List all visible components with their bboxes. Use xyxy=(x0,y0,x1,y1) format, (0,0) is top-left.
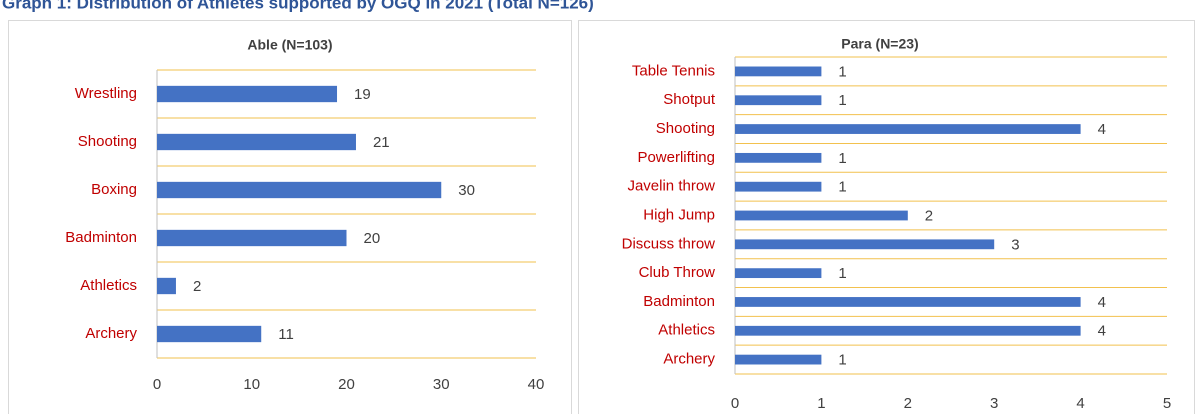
data-label: 20 xyxy=(364,230,381,247)
data-label: 2 xyxy=(193,278,201,295)
y-tick-label: Discuss throw xyxy=(622,235,716,252)
data-label: 1 xyxy=(838,150,846,167)
bar xyxy=(157,181,442,199)
bar xyxy=(735,297,1081,307)
y-tick-label: Wrestling xyxy=(75,85,137,102)
bar xyxy=(735,95,822,106)
y-tick-label: Javelin throw xyxy=(627,178,715,195)
chart-title: Able (N=103) xyxy=(247,37,332,53)
x-tick-label: 3 xyxy=(990,395,998,412)
chart-frame xyxy=(8,20,572,414)
data-label: 4 xyxy=(1098,121,1106,138)
y-tick-label: Archery xyxy=(663,351,715,368)
bar xyxy=(735,152,822,163)
data-label: 1 xyxy=(838,352,846,369)
data-label: 30 xyxy=(458,182,475,199)
bar xyxy=(157,85,338,103)
y-tick-label: Badminton xyxy=(643,293,715,310)
y-tick-label: Archery xyxy=(85,325,137,342)
y-tick-label: Badminton xyxy=(65,229,137,246)
data-label: 1 xyxy=(838,265,846,282)
x-tick-label: 0 xyxy=(153,376,161,393)
data-label: 4 xyxy=(1098,323,1106,340)
data-label: 1 xyxy=(838,63,846,80)
x-tick-label: 40 xyxy=(528,376,545,393)
x-tick-label: 0 xyxy=(731,395,739,412)
bar xyxy=(157,133,356,151)
y-tick-label: Shooting xyxy=(78,133,137,150)
x-tick-label: 2 xyxy=(904,395,912,412)
bar xyxy=(735,66,822,77)
y-tick-label: Shooting xyxy=(656,120,715,137)
data-label: 4 xyxy=(1098,294,1106,311)
data-label: 1 xyxy=(838,92,846,109)
bar xyxy=(157,325,262,343)
x-tick-label: 5 xyxy=(1163,395,1171,412)
y-tick-label: Athletics xyxy=(658,322,715,339)
y-tick-label: Club Throw xyxy=(639,264,716,281)
bar xyxy=(735,354,822,365)
bar xyxy=(735,239,995,250)
bar xyxy=(735,325,1081,336)
data-label: 19 xyxy=(354,86,371,103)
bar xyxy=(157,277,176,295)
chart-title: Para (N=23) xyxy=(841,36,918,52)
data-label: 1 xyxy=(838,179,846,196)
y-tick-label: Powerlifting xyxy=(637,149,715,166)
bar xyxy=(157,229,347,247)
bar xyxy=(735,210,908,221)
bar xyxy=(735,268,822,279)
y-tick-label: Boxing xyxy=(91,181,137,198)
y-tick-label: High Jump xyxy=(643,206,715,223)
y-tick-label: Shotput xyxy=(663,91,716,108)
y-tick-label: Table Tennis xyxy=(632,62,715,79)
x-tick-label: 10 xyxy=(243,376,260,393)
y-tick-label: Athletics xyxy=(80,277,137,294)
page-title: Graph 1: Distribution of Athletes suppor… xyxy=(2,0,594,12)
x-tick-label: 30 xyxy=(433,376,450,393)
data-label: 3 xyxy=(1011,236,1019,253)
x-tick-label: 1 xyxy=(817,395,825,412)
bar xyxy=(735,181,822,192)
x-tick-label: 20 xyxy=(338,376,355,393)
data-label: 21 xyxy=(373,134,390,151)
data-label: 2 xyxy=(925,207,933,224)
x-tick-label: 4 xyxy=(1076,395,1084,412)
data-label: 11 xyxy=(278,326,294,343)
bar xyxy=(735,124,1081,134)
